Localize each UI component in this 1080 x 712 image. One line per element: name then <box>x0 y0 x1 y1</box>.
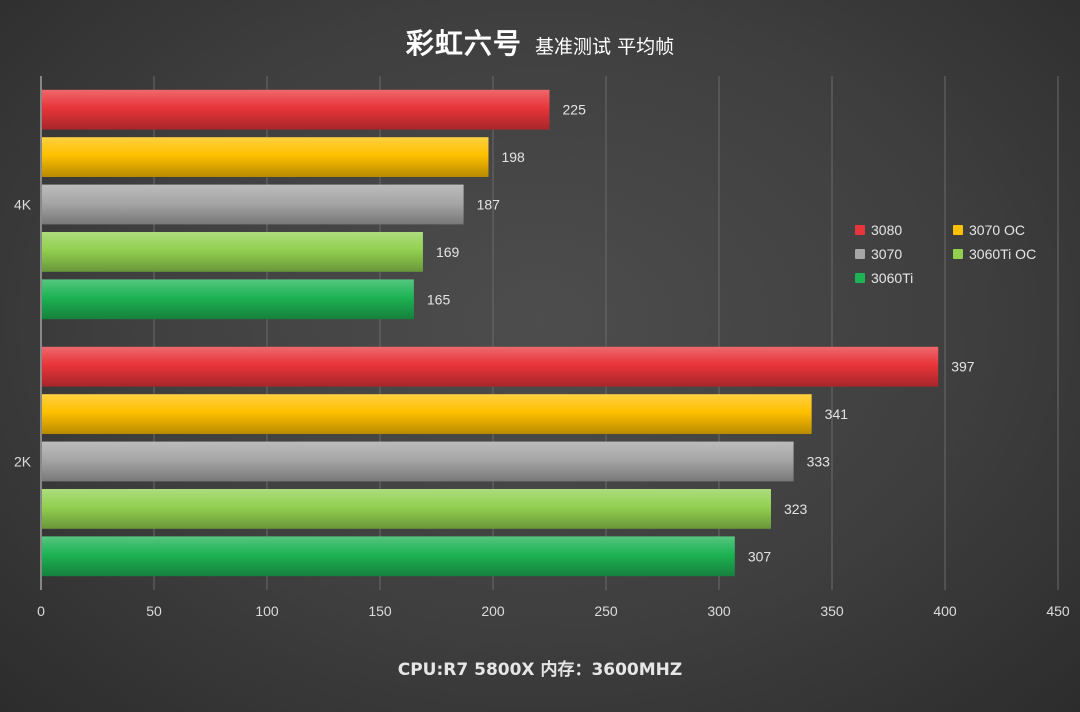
x-tick-label: 150 <box>368 603 392 619</box>
data-label: 397 <box>951 359 975 375</box>
x-tick-label: 100 <box>255 603 279 619</box>
bar-3070-oc-2k <box>42 394 812 435</box>
data-label: 225 <box>563 102 587 118</box>
legend-item: 3070 <box>855 246 953 262</box>
data-label: 323 <box>784 501 808 517</box>
y-category-label: 4K <box>14 197 32 213</box>
data-label: 165 <box>427 291 451 307</box>
legend-label: 3080 <box>871 222 903 238</box>
x-tick-label: 0 <box>37 603 45 619</box>
legend-item: 3060Ti OC <box>953 246 1053 262</box>
x-tick-label: 250 <box>594 603 618 619</box>
labels: 0 50 100 150 200 250 300 350 400 450 4K 225 198 187 16… <box>14 102 1070 619</box>
data-label: 333 <box>807 454 831 470</box>
legend-swatch <box>855 225 865 235</box>
bar-3070-4k <box>42 184 464 225</box>
data-label: 169 <box>436 244 460 260</box>
legend-item: 3060Ti <box>855 270 953 286</box>
legend-label: 3070 <box>871 246 903 262</box>
bar-3060ti-oc-4k <box>42 231 423 272</box>
legend-label: 3060Ti OC <box>969 246 1037 262</box>
bar-3070-oc-4k <box>42 137 489 178</box>
data-label: 341 <box>825 406 849 422</box>
chart-title-main: 彩虹六号 <box>405 27 522 60</box>
bar-3060ti-2k <box>42 536 735 577</box>
bar-3080-4k <box>42 89 550 130</box>
bar-3060ti-4k <box>42 279 414 320</box>
legend-swatch <box>855 273 865 283</box>
x-tick-label: 400 <box>933 603 957 619</box>
legend-swatch <box>953 249 963 259</box>
legend-label: 3060Ti <box>871 270 914 286</box>
legend-swatch <box>953 225 963 235</box>
chart-title-sub: 基准测试 平均帧 <box>535 36 675 58</box>
bars <box>42 89 939 577</box>
bar-3070-2k <box>42 441 794 482</box>
bar-3080-2k <box>42 346 939 387</box>
legend: 3080 3070 OC 3070 3060Ti OC 3060Ti <box>855 222 1055 286</box>
legend-swatch <box>855 249 865 259</box>
chart-title: 彩虹六号 基准测试 平均帧 <box>0 22 1080 62</box>
data-label: 187 <box>477 197 501 213</box>
x-tick-label: 300 <box>707 603 731 619</box>
x-tick-label: 50 <box>146 603 162 619</box>
legend-label: 3070 OC <box>969 222 1026 238</box>
data-label: 198 <box>501 149 525 165</box>
legend-item: 3070 OC <box>953 222 1053 238</box>
x-tick-label: 200 <box>481 603 505 619</box>
bar-3060ti-oc-2k <box>42 488 771 529</box>
legend-item: 3080 <box>855 222 953 238</box>
x-axis-title: CPU:R7 5800X 内存：3600MHZ <box>397 660 683 680</box>
y-category-label: 2K <box>14 454 32 470</box>
x-tick-label: 350 <box>820 603 844 619</box>
x-tick-label: 450 <box>1046 603 1070 619</box>
data-label: 307 <box>748 548 772 564</box>
